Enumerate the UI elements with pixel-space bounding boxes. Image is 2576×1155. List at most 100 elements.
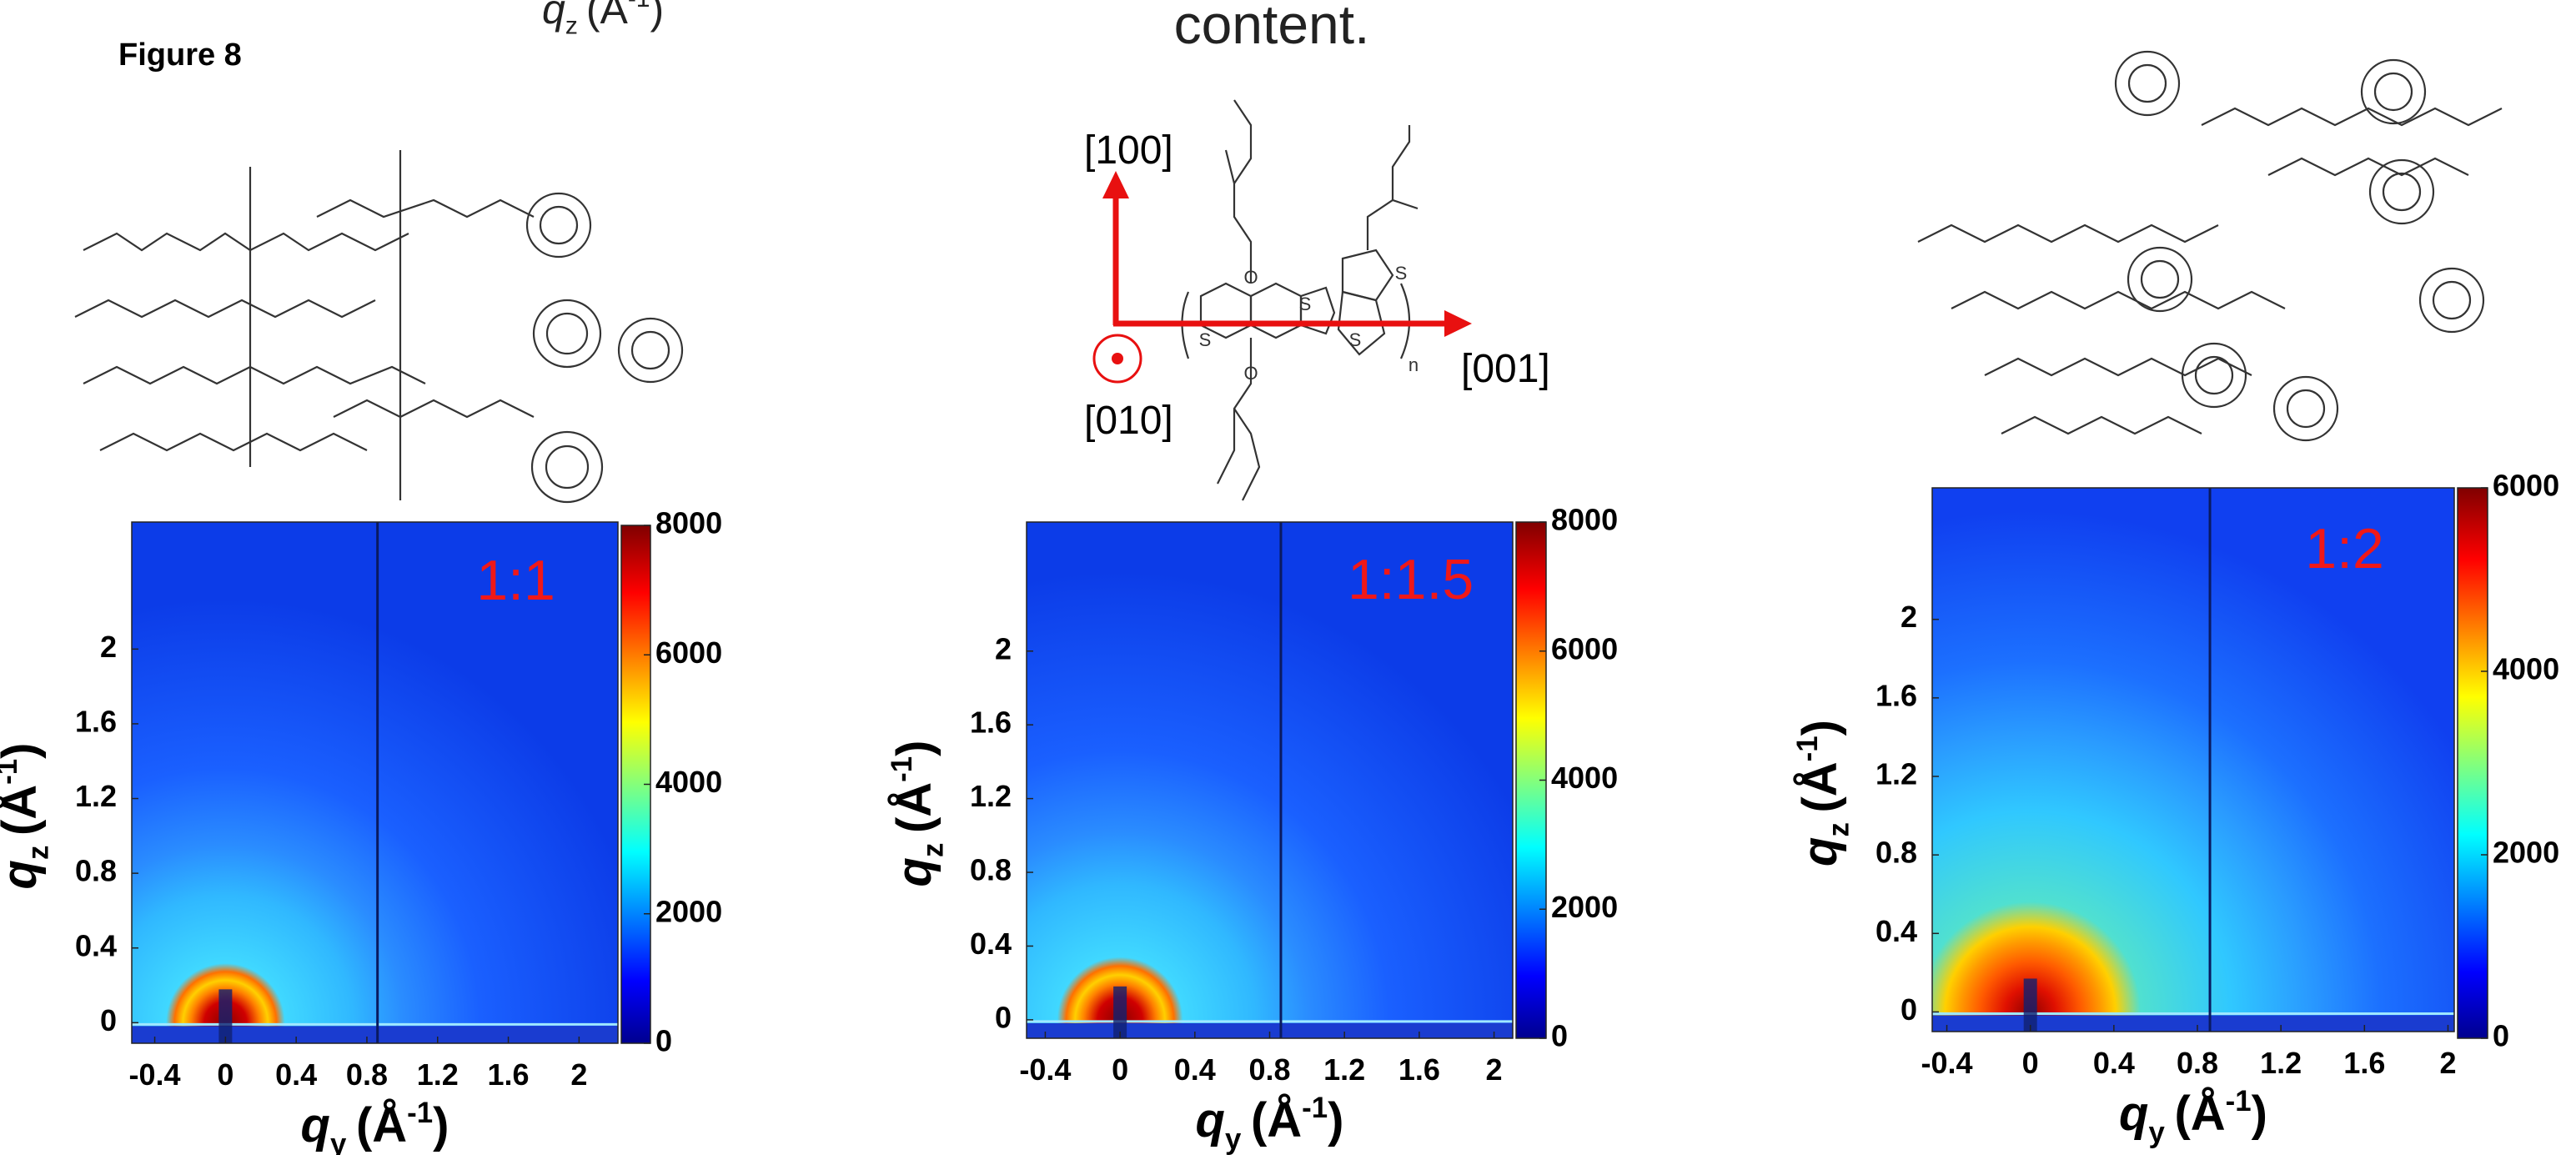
axis-subscript: z — [23, 846, 55, 860]
colorbar-tick-label: 2000 — [2493, 836, 2559, 870]
axis-exponent: -1 — [1791, 736, 1824, 761]
x-tick-label: 1.6 — [488, 1057, 530, 1092]
y-tick-label: 2 — [1901, 600, 1917, 634]
x-tick-label: 0.4 — [1174, 1052, 1216, 1087]
figure-label: Figure 8 — [118, 38, 242, 73]
beamstop — [2024, 978, 2037, 1032]
direction-label: [001] — [1461, 347, 1550, 391]
colorbar — [2458, 488, 2488, 1038]
x-axis-label: qy(Å-1) — [1196, 1092, 1344, 1155]
axis-unit: (Å — [0, 785, 47, 836]
y-tick-label: 2 — [100, 630, 117, 664]
axis-subscript: z — [917, 843, 950, 857]
x-tick-label: 0.8 — [2177, 1046, 2218, 1080]
shadow-strip — [1932, 1015, 2454, 1032]
y-tick-label: 2 — [995, 631, 1012, 665]
axis-subscript: y — [330, 1128, 347, 1155]
colorbar-tick-label: 2000 — [655, 894, 722, 928]
ratio-label: 1:1 — [476, 549, 555, 612]
atom-label: O — [1243, 267, 1258, 288]
axis-exponent: -1 — [2226, 1085, 2252, 1117]
axis-subscript: z — [565, 13, 578, 40]
molecule-right — [1918, 52, 2502, 440]
axis-unit: (Å — [1251, 1093, 1302, 1147]
molecule-left — [75, 150, 682, 502]
axis-symbol: q — [301, 1098, 330, 1152]
arrow-head — [1444, 310, 1472, 337]
x-tick-label: 0.8 — [1248, 1052, 1290, 1087]
colorbar-tick-label: 0 — [2493, 1019, 2509, 1053]
colorbar-tick-label: 6000 — [655, 635, 722, 670]
caption-fragment: content. — [1174, 0, 1370, 55]
beamstop — [218, 989, 232, 1043]
y-tick-label: 0.4 — [970, 927, 1012, 961]
axis-unit-close: ) — [887, 741, 942, 756]
y-tick-label: 0 — [100, 1003, 117, 1037]
crystal-axes — [1094, 171, 1472, 382]
y-tick-label: 1.6 — [75, 704, 117, 738]
direction-label: [100] — [1084, 128, 1173, 173]
x-tick-label: 0.4 — [275, 1057, 317, 1092]
out-of-plane-dot — [1112, 353, 1123, 364]
x-axis-label: qy(Å-1) — [2119, 1085, 2267, 1149]
y-tick-label: 0 — [995, 1000, 1012, 1034]
x-tick-label: 1.2 — [1323, 1052, 1365, 1087]
x-tick-label: -0.4 — [1921, 1046, 1973, 1080]
y-tick-label: 1.6 — [1876, 678, 1917, 712]
shadow-strip — [132, 1026, 618, 1043]
y-tick-label: 0.8 — [75, 854, 117, 888]
x-tick-label: 1.2 — [417, 1057, 459, 1092]
x-tick-label: 0.4 — [2093, 1046, 2135, 1080]
ratio-label: 1:1.5 — [1348, 548, 1474, 611]
y-tick-label: 0.4 — [75, 928, 117, 962]
y-tick-label: 1.6 — [970, 706, 1012, 740]
axis-unit: (Å — [356, 1098, 407, 1152]
axis-symbol: q — [1196, 1093, 1225, 1147]
y-tick-label: 0.4 — [1876, 914, 1917, 948]
y-tick-label: 0.8 — [970, 853, 1012, 887]
axis-unit-close: ) — [433, 1098, 449, 1152]
x-tick-label: 2 — [570, 1057, 587, 1092]
axis-exponent: -1 — [628, 0, 650, 13]
axis-unit-close: ) — [1793, 720, 1847, 736]
axis-subscript: z — [1823, 822, 1855, 836]
x-tick-label: 1.6 — [2343, 1046, 2385, 1080]
beamstop — [1113, 987, 1127, 1038]
repeat-unit: n — [1409, 354, 1419, 375]
axis-exponent: -1 — [1302, 1092, 1328, 1124]
cropped-axis-label: qz(Å-1) — [542, 0, 664, 40]
y-tick-label: 0.8 — [1876, 836, 1917, 870]
axis-unit-close: ) — [2252, 1087, 2267, 1141]
axis-unit-close: ) — [650, 0, 665, 33]
x-axis-label: qy (Å-1) — [301, 1097, 449, 1155]
atom-label: O — [1243, 363, 1258, 384]
axis-symbol: q — [542, 0, 565, 33]
axis-subscript: y — [1225, 1123, 1242, 1155]
y-axis-label: qz (Å-1) — [886, 741, 950, 887]
axis-symbol: q — [0, 860, 47, 889]
axis-unit: (Å — [887, 782, 942, 833]
colorbar-tick-label: 8000 — [1551, 503, 1618, 537]
axis-exponent: -1 — [886, 756, 918, 782]
atom-label: S — [1199, 329, 1212, 350]
axis-symbol: q — [887, 857, 942, 886]
colorbar-tick-label: 0 — [655, 1024, 672, 1058]
colorbar-tick-label: 4000 — [1551, 761, 1618, 795]
ratio-label: 1:2 — [2305, 517, 2384, 580]
y-tick-label: 0 — [1901, 992, 1917, 1027]
x-tick-label: -0.4 — [129, 1057, 181, 1092]
axis-unit: (Å — [2174, 1087, 2225, 1141]
axis-exponent: -1 — [407, 1097, 433, 1129]
x-tick-label: 0.8 — [346, 1057, 388, 1092]
x-tick-label: 0 — [217, 1057, 233, 1092]
axis-exponent: -1 — [0, 759, 23, 785]
colorbar-tick-label: 6000 — [2493, 469, 2559, 503]
colorbar-tick-label: 2000 — [1551, 890, 1618, 924]
x-tick-label: 2 — [2439, 1046, 2456, 1080]
x-tick-label: 1.6 — [1398, 1052, 1440, 1087]
axis-unit-close: ) — [0, 743, 47, 759]
x-tick-label: 2 — [1486, 1052, 1503, 1087]
x-tick-label: 1.2 — [2260, 1046, 2302, 1080]
direction-label: [010] — [1084, 399, 1173, 443]
y-axis-label: qz(Å-1) — [1791, 720, 1855, 866]
